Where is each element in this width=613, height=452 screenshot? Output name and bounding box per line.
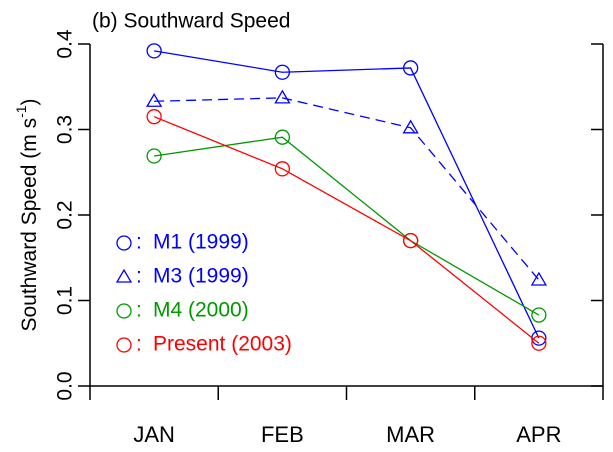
y-tick-label: 0.1	[54, 286, 77, 315]
point	[145, 92, 163, 107]
point	[274, 64, 291, 80]
legend-marker	[116, 303, 132, 319]
x-tick-label: APR	[516, 422, 561, 447]
point	[531, 307, 547, 323]
legend-label: M3 (1999)	[153, 265, 249, 288]
y-axis-label-end: )	[18, 98, 41, 105]
x-tick-label: FEB	[261, 422, 304, 447]
point	[146, 43, 162, 59]
point	[402, 232, 419, 249]
legend-separator: :	[136, 231, 142, 254]
y-axis-label: Southward Speed (m s-1)	[13, 98, 41, 331]
point	[274, 89, 291, 104]
legend-label: M1 (1999)	[153, 231, 249, 254]
legend-marker	[115, 268, 133, 283]
y-tick-label: 0.0	[54, 371, 77, 400]
x-tick-label: MAR	[386, 422, 435, 447]
legend-separator: :	[136, 265, 142, 288]
y-axis-label-main: Southward Speed (m s	[18, 118, 41, 332]
y-axis-label-sup: -1	[13, 105, 29, 118]
legend-label: M4 (2000)	[153, 299, 249, 322]
y-tick-label: 0.4	[54, 29, 77, 59]
point	[402, 60, 419, 76]
series-line	[154, 50, 540, 339]
y-tick-label: 0.3	[54, 115, 77, 144]
point	[530, 271, 548, 286]
point	[146, 109, 162, 125]
point	[402, 119, 419, 134]
chart-title: (b) Southward Speed	[92, 10, 290, 33]
point	[274, 129, 291, 145]
point	[531, 335, 547, 351]
y-tick-label: 0.2	[54, 200, 77, 229]
series-line	[153, 116, 540, 344]
legend-marker	[116, 235, 132, 251]
series-line	[154, 97, 540, 281]
legend-separator: :	[136, 299, 142, 322]
point	[274, 161, 291, 177]
point	[146, 148, 162, 164]
legend-separator: :	[136, 333, 142, 356]
legend-marker	[116, 337, 132, 353]
legend-label: Present (2003)	[153, 333, 292, 356]
x-tick-label: JAN	[133, 422, 175, 447]
series-line	[154, 136, 540, 316]
